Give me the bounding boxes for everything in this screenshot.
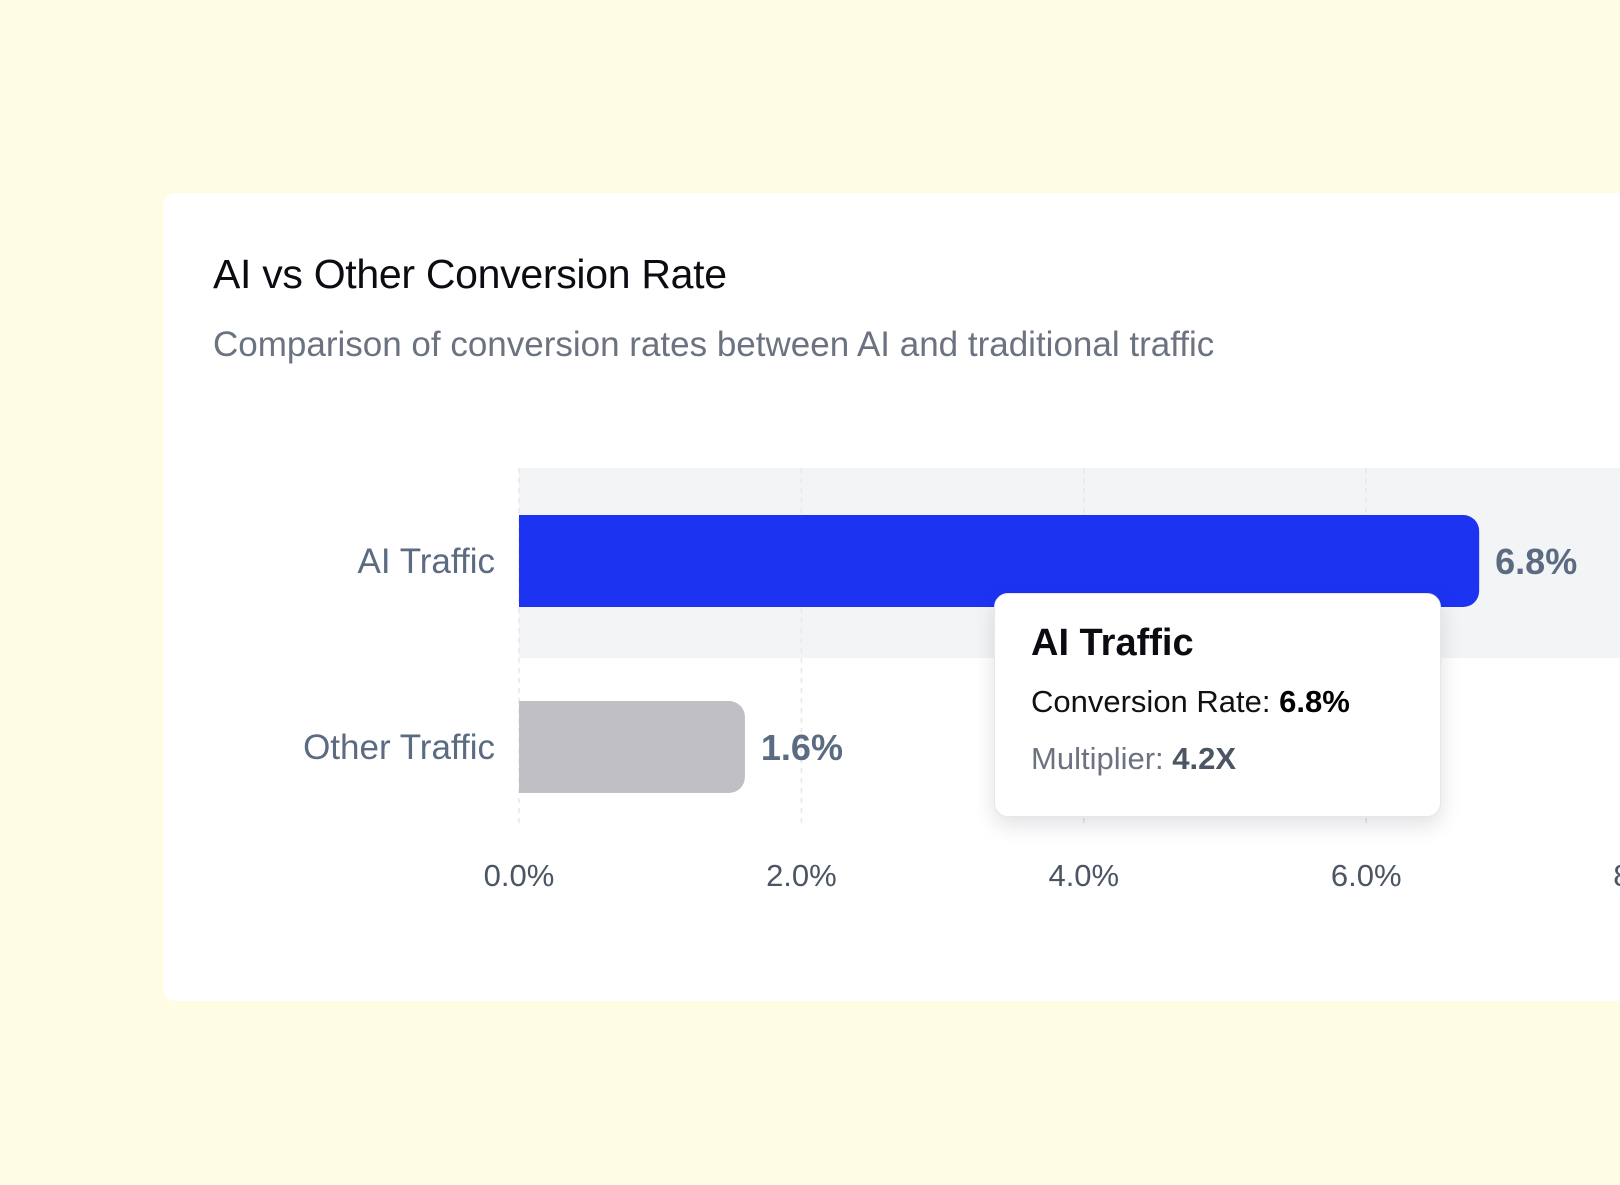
x-tick-label: 4.0% [1048,858,1119,893]
tooltip-rate-label: Conversion Rate: [1031,684,1271,719]
x-tick-label: 0.0% [484,858,555,893]
tooltip-title: AI Traffic [1031,622,1194,664]
x-tick-label: 8.0% [1613,858,1620,893]
category-label: AI Traffic [358,542,495,581]
value-label: 6.8% [1495,541,1577,582]
chart-tooltip: AI Traffic Conversion Rate: 6.8% Multipl… [994,593,1441,817]
tooltip-multiplier-value: 4.2X [1172,741,1237,776]
category-label: Other Traffic [303,728,495,767]
tooltip-conversion-rate: Conversion Rate: 6.8% [1031,686,1404,717]
tooltip-rate-value: 6.8% [1279,684,1350,719]
chart-subtitle: Comparison of conversion rates between A… [213,325,1215,364]
tooltip-multiplier: Multiplier: 4.2X [1031,743,1404,774]
bar-ai-traffic [519,515,1480,607]
chart-card: AI vs Other Conversion Rate Comparison o… [163,193,1620,1001]
x-tick-label: 2.0% [766,858,837,893]
chart-title: AI vs Other Conversion Rate [213,251,727,297]
value-label: 1.6% [761,727,843,768]
tooltip-multiplier-label: Multiplier: [1031,741,1164,776]
bar-other-traffic [519,701,745,793]
x-tick-label: 6.0% [1331,858,1402,893]
